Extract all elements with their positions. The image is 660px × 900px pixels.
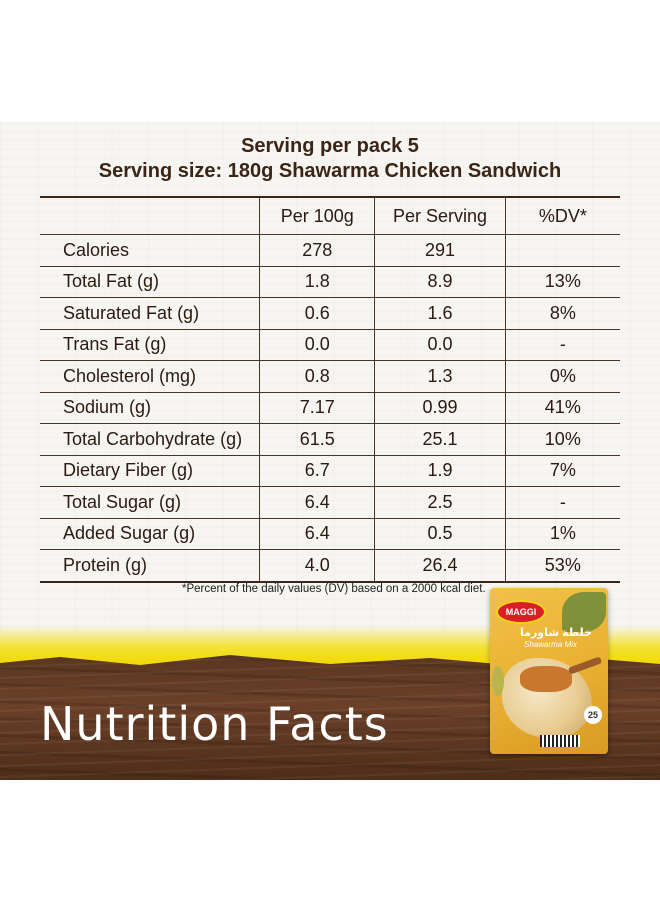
dv-value: - (504, 329, 620, 361)
per-100g-value: 6.4 (259, 486, 375, 519)
table-row: Cholesterol (mg) 0.8 1.3 0% (40, 360, 620, 393)
per-serving-value: 291 (374, 234, 506, 267)
dv-value: 1% (504, 518, 620, 550)
table-row: Calories 278 291 (40, 234, 620, 267)
column-header-dv: %DV* (504, 196, 620, 235)
nutrient-label: Total Sugar (g) (40, 486, 260, 519)
nutrient-label: Protein (g) (40, 549, 260, 583)
weight-badge: 25 (584, 706, 602, 724)
table-row: Saturated Fat (g) 0.6 1.6 8% (40, 297, 620, 330)
per-serving-value: 0.5 (374, 518, 506, 550)
per-100g-value: 0.6 (259, 297, 375, 330)
table-row: Total Carbohydrate (g) 61.5 25.1 10% (40, 423, 620, 456)
per-serving-value: 1.9 (374, 455, 506, 487)
column-header-per-serving: Per Serving (374, 196, 506, 235)
nutrient-label: Total Fat (g) (40, 266, 260, 298)
table-row: Total Sugar (g) 6.4 2.5 - (40, 486, 620, 519)
servings-per-pack: Serving per pack 5 (241, 135, 419, 157)
cinnamon-stick-icon (567, 656, 603, 675)
nutrient-label: Cholesterol (mg) (40, 360, 260, 393)
dv-footnote: *Percent of the daily values (DV) based … (182, 583, 486, 595)
per-serving-value: 8.9 (374, 266, 506, 298)
per-100g-value: 6.7 (259, 455, 375, 487)
nutrient-label: Dietary Fiber (g) (40, 455, 260, 487)
per-serving-value: 25.1 (374, 423, 506, 456)
per-serving-value: 1.3 (374, 360, 506, 393)
dv-value: 41% (504, 392, 620, 424)
maggi-logo: MAGGI (496, 600, 546, 624)
barcode-icon (540, 735, 580, 747)
nutrient-label: Calories (40, 234, 260, 267)
per-serving-value: 26.4 (374, 549, 506, 583)
product-pack-image: MAGGI خلطة شاورما Shawarma Mix 25 (490, 588, 608, 754)
column-header-nutrient (40, 196, 260, 235)
per-100g-value: 0.0 (259, 329, 375, 361)
per-100g-value: 278 (259, 234, 375, 267)
nutrient-label: Sodium (g) (40, 392, 260, 424)
column-header-per-100g: Per 100g (259, 196, 375, 235)
nutrient-label: Added Sugar (g) (40, 518, 260, 550)
per-100g-value: 1.8 (259, 266, 375, 298)
dv-value: 10% (504, 423, 620, 456)
per-serving-value: 1.6 (374, 297, 506, 330)
dv-value: 8% (504, 297, 620, 330)
per-100g-value: 7.17 (259, 392, 375, 424)
product-name-arabic: خلطة شاورما (520, 627, 592, 639)
herb-leaf-icon (562, 592, 606, 632)
table-row: Protein (g) 4.0 26.4 53% (40, 549, 620, 583)
table-row: Trans Fat (g) 0.0 0.0 - (40, 329, 620, 361)
nutrition-facts-title: Nutrition Facts (40, 697, 389, 751)
dv-value: 7% (504, 455, 620, 487)
table-row: Sodium (g) 7.17 0.99 41% (40, 392, 620, 424)
per-serving-value: 0.0 (374, 329, 506, 361)
per-100g-value: 61.5 (259, 423, 375, 456)
table-row: Added Sugar (g) 6.4 0.5 1% (40, 518, 620, 550)
table-row: Dietary Fiber (g) 6.7 1.9 7% (40, 455, 620, 487)
product-name-english: Shawarma Mix (524, 640, 577, 649)
nutrient-label: Total Carbohydrate (g) (40, 423, 260, 456)
dv-value: - (504, 486, 620, 519)
per-100g-value: 0.8 (259, 360, 375, 393)
serving-size: Serving size: 180g Shawarma Chicken Sand… (98, 160, 562, 182)
chicken-filling-illustration (520, 666, 572, 692)
dv-value: 53% (504, 549, 620, 583)
dv-value: 0% (504, 360, 620, 393)
nutrient-label: Trans Fat (g) (40, 329, 260, 361)
table-header-row: Per 100g Per Serving %DV* (40, 196, 620, 235)
per-serving-value: 0.99 (374, 392, 506, 424)
dv-value: 13% (504, 266, 620, 298)
per-100g-value: 6.4 (259, 518, 375, 550)
table-row: Total Fat (g) 1.8 8.9 13% (40, 266, 620, 298)
dv-value (504, 234, 620, 267)
pickle-icon (492, 666, 504, 696)
per-serving-value: 2.5 (374, 486, 506, 519)
nutrient-label: Saturated Fat (g) (40, 297, 260, 330)
nutrition-table: Per 100g Per Serving %DV* Calories 278 2… (40, 196, 620, 583)
per-100g-value: 4.0 (259, 549, 375, 583)
